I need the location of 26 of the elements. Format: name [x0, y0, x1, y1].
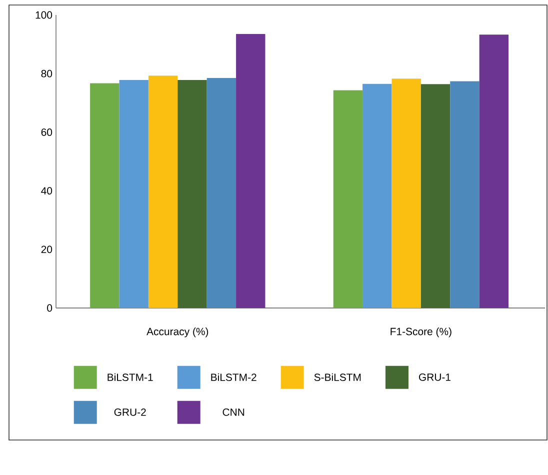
legend-label: GRU-1	[419, 373, 450, 381]
y-tick-label: 60	[41, 128, 52, 136]
bar	[362, 84, 392, 308]
y-tick-label: 80	[41, 70, 52, 78]
legend-label: CNN	[222, 408, 244, 416]
bar	[90, 83, 120, 308]
x-tick-label: F1-Score (%)	[390, 328, 452, 338]
bar	[420, 84, 450, 308]
bar	[450, 81, 480, 308]
bar	[333, 90, 363, 308]
legend-label: BiLSTM-2	[211, 373, 256, 382]
legend-label: BiLSTM-1	[108, 373, 153, 382]
y-tick-label: 0	[47, 304, 52, 312]
bar	[392, 78, 421, 308]
bar	[148, 76, 178, 308]
legend-label: S-BiLSTM	[314, 373, 361, 382]
bar	[119, 80, 148, 308]
y-tick-label: 20	[41, 246, 52, 254]
y-tick-label: 100	[36, 11, 52, 19]
x-tick-label: Accuracy (%)	[146, 328, 208, 338]
bar	[236, 34, 266, 308]
bar	[178, 80, 207, 308]
legend-label: GRU-2	[114, 408, 146, 416]
bar	[206, 78, 236, 308]
bar	[479, 34, 509, 308]
y-tick-label: 40	[41, 187, 52, 195]
